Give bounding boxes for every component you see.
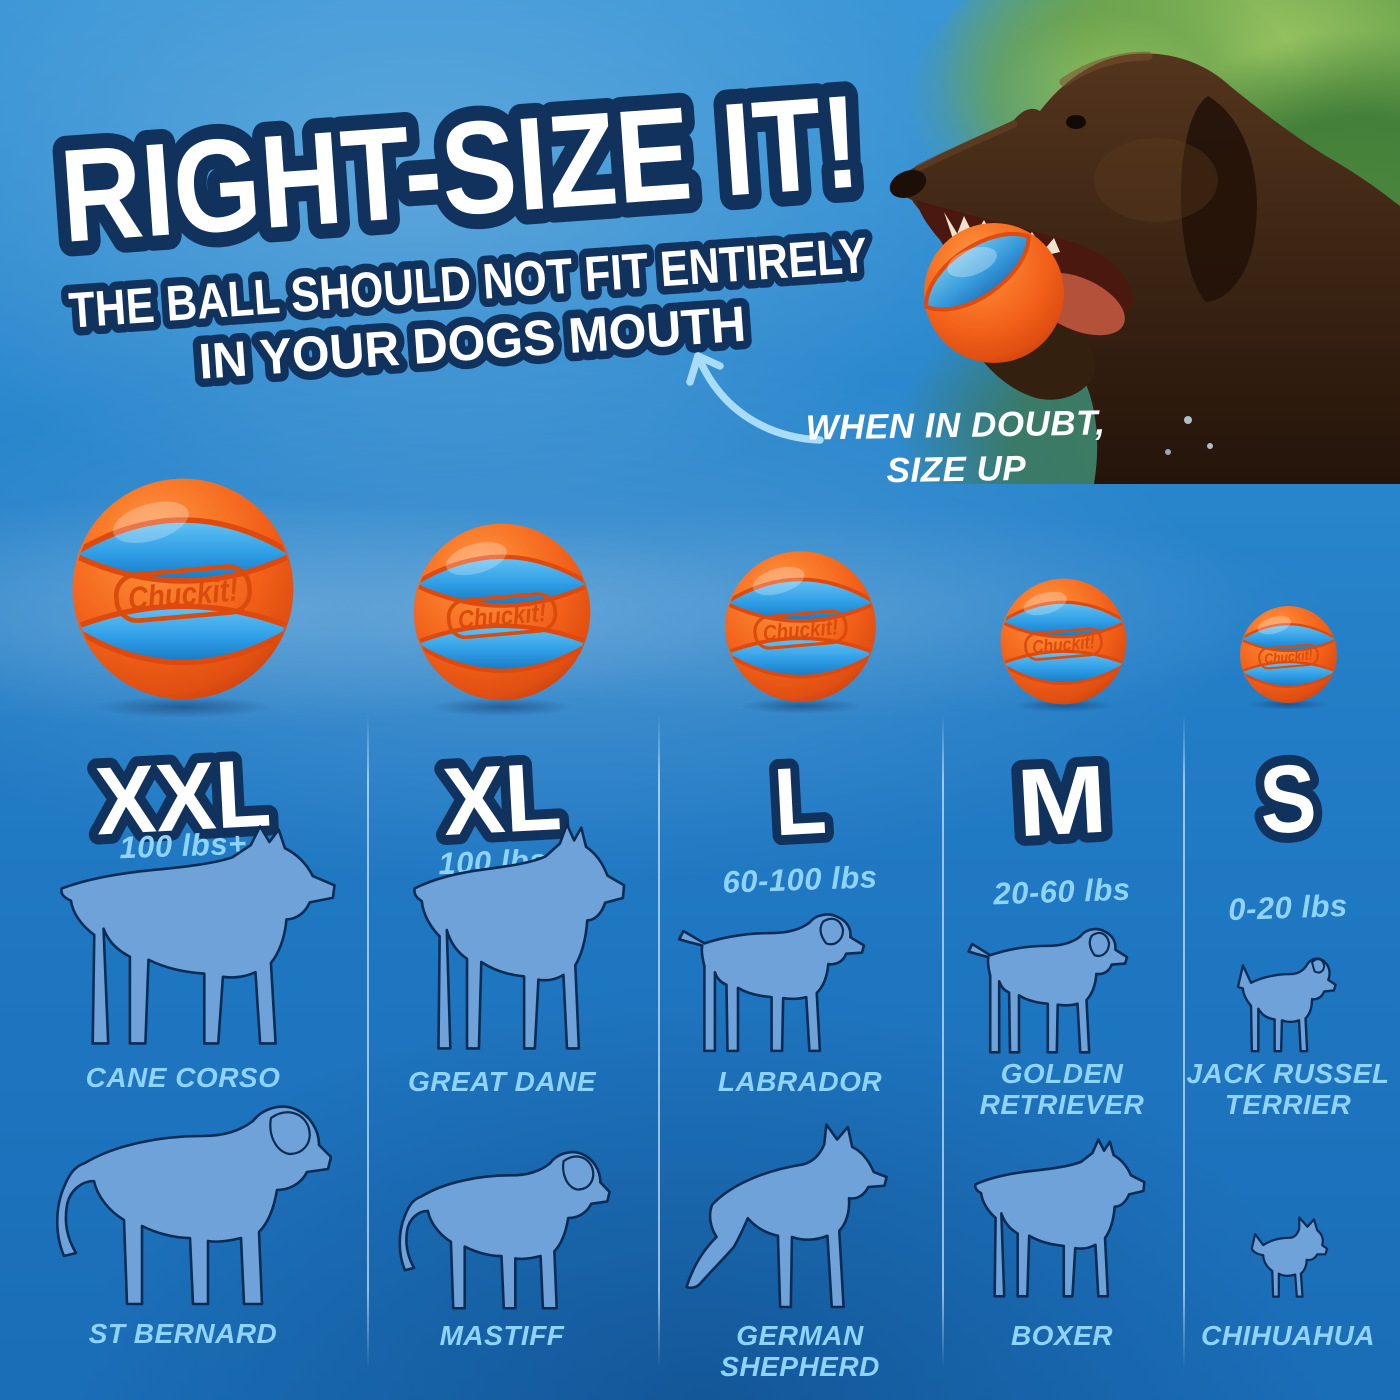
svg-text:S: S [1257,745,1319,855]
dog-ear [1181,96,1257,302]
size-header-s: S [1247,738,1329,860]
dog-eye [1066,115,1086,129]
breed-label-cane-corso: CANE CORSO [85,1062,281,1093]
chuckit-ball-xxl: Chuckit! [72,478,294,700]
dog-silhouette-st-bernard [55,1085,355,1310]
dog-nose [889,170,927,198]
curved-arrow-icon [686,352,824,444]
chuckit-ball-l: Chuckit! [725,551,876,702]
dog-silhouette-boxer [962,1135,1154,1303]
dog-silhouette-german-shepherd [680,1112,906,1312]
dog-silhouette-labrador [675,900,885,1055]
dog-silhouette-mastiff [398,1135,628,1313]
size-header-xl: XL [430,738,573,860]
dog-silhouette-great-dane [398,818,636,1058]
column-divider [658,715,660,1368]
chuckit-ball-m: Chuckit! [1000,578,1127,705]
dog-silhouette-chihuahua [1242,1212,1332,1304]
dog-silhouette-jack-russel [1225,950,1347,1056]
dog-silhouette-cane-corso [40,818,350,1055]
breed-label-st-bernard: ST BERNARD [88,1318,278,1349]
ball-shadow [714,695,888,717]
column-divider [367,715,369,1368]
breed-label-boxer: BOXER [1010,1320,1114,1351]
size-header-xxl: XXL [83,736,283,858]
ball-shadow [992,696,1136,715]
svg-text:XL: XL [440,743,563,856]
size-header-l: L [761,740,839,862]
breed-label-jack-russel-terrier: JACK RUSSEL TERRIER [1186,1058,1390,1120]
size-header-m: M [1004,740,1119,862]
ball-logo-text: Chuckit! [1264,646,1314,666]
chuckit-ball-s: Chuckit! [1240,606,1337,703]
svg-text:M: M [1014,746,1109,858]
dog-silhouette-golden-retriever [965,916,1145,1056]
breed-label-golden-retriever: GOLDEN RETRIEVER [979,1058,1145,1120]
weight-label-m: 20-60 lbs [992,871,1132,912]
weight-label-s: 0-20 lbs [1227,887,1349,928]
column-divider [942,715,944,1368]
dog-head-silhouette [895,53,1400,484]
breed-label-great-dane: GREAT DANE [407,1066,597,1097]
column-divider [1183,715,1185,1368]
breed-label-german-shepherd: GERMAN SHEPHERD [720,1320,880,1382]
breed-label-labrador: LABRADOR [717,1066,883,1097]
breed-label-chihuahua: CHIHUAHUA [1200,1320,1376,1351]
svg-text:L: L [771,747,829,857]
breed-label-mastiff: MASTIFF [439,1320,565,1351]
chuckit-ball-xl: Chuckit! [413,523,591,701]
dog-photo [889,0,1400,484]
svg-text:XXL: XXL [93,739,273,855]
weight-label-l: 60-100 lbs [721,859,879,900]
ball-shadow [1232,697,1344,712]
ball-in-mouth [924,223,1064,363]
